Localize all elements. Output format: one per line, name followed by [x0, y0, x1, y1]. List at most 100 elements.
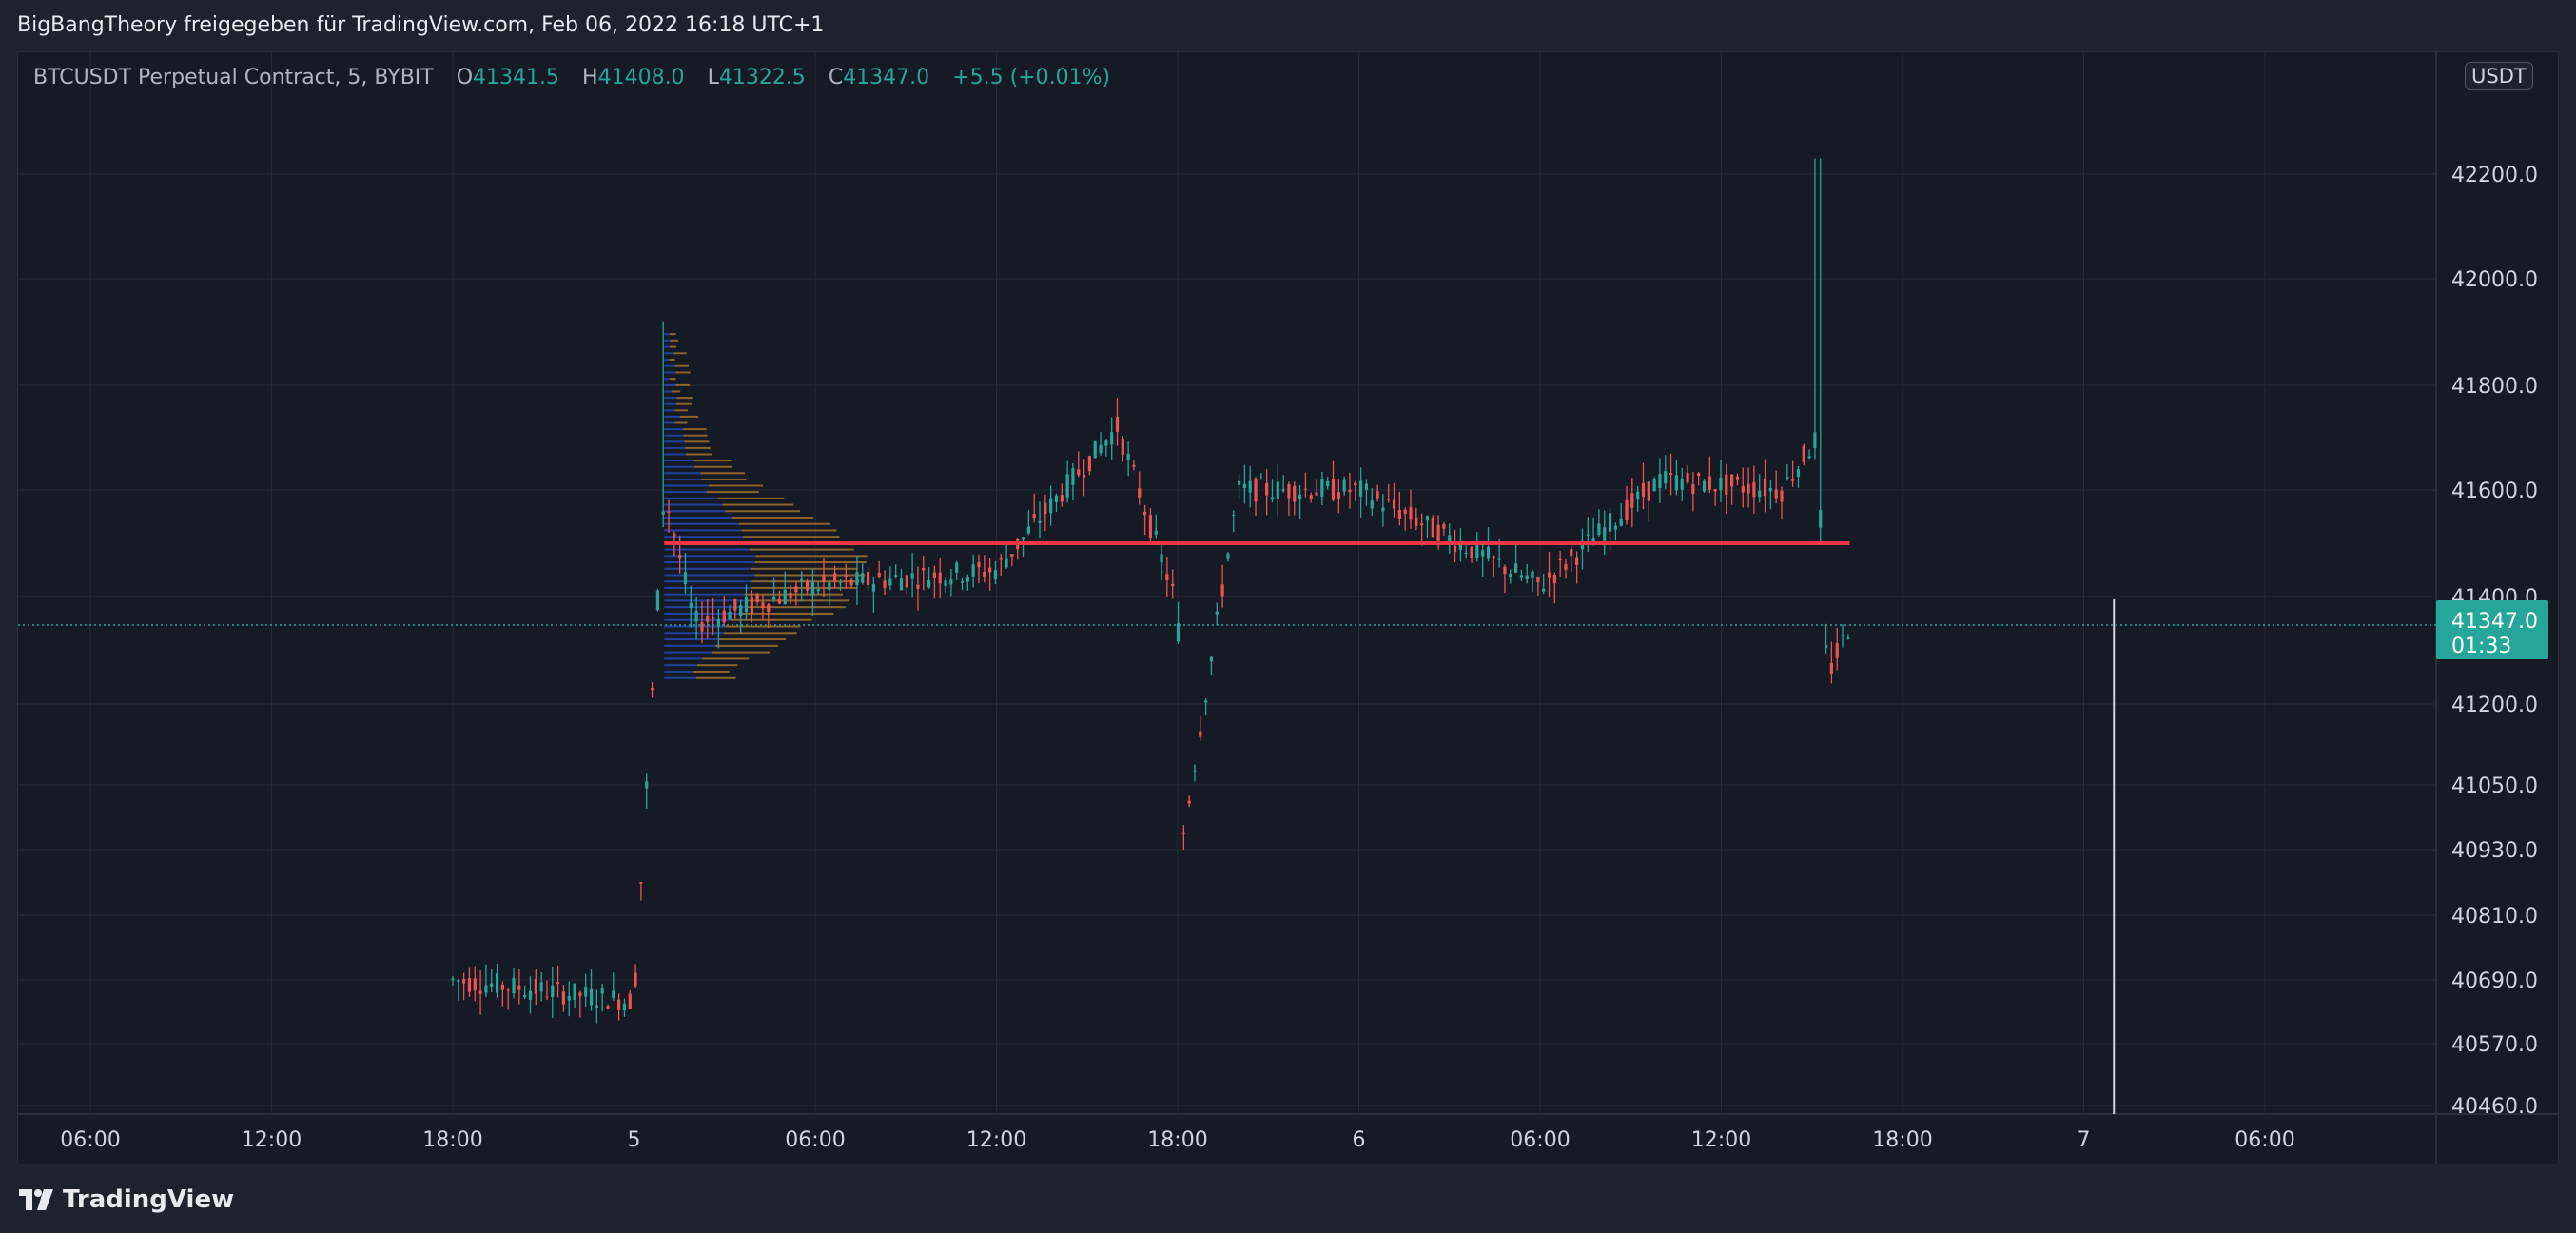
candle-body [849, 579, 853, 586]
candle-body [1835, 642, 1839, 658]
candle-body [622, 1003, 627, 1011]
currency-unit-button[interactable]: USDT [2465, 62, 2533, 90]
volume-profile-bar [685, 453, 712, 456]
volume-profile-bar [664, 352, 674, 355]
volume-profile-bar [664, 440, 685, 443]
candles [451, 158, 1850, 1024]
candle-body [694, 611, 698, 622]
candle-body [1281, 489, 1285, 491]
candle-body [1780, 490, 1784, 502]
volume-profile-bar [664, 561, 755, 564]
volume-profile-bar [750, 548, 854, 551]
candle-body [1796, 469, 1801, 477]
candle-body [1664, 471, 1668, 484]
candle-body [1093, 440, 1097, 459]
volume-profile-bar [674, 364, 690, 367]
volume-profile-bar [664, 664, 698, 667]
candle-body [1597, 523, 1601, 536]
candle-body [1531, 571, 1534, 578]
candle-body [800, 578, 804, 581]
price-chart[interactable]: 06:00 12:00 18:00 5 06:00 12:00 18:00 6 06:00 12:… [18, 52, 2558, 1164]
volume-profile-bar [745, 606, 846, 609]
x-tick-label: 18:00 [422, 1128, 482, 1152]
candle-body [1403, 509, 1407, 514]
candle-body [457, 980, 460, 983]
candle-body [634, 972, 637, 987]
volume-profile-bar [751, 567, 858, 570]
volume-profile-bar [664, 345, 670, 348]
volume-profile-bar [664, 390, 672, 393]
candle-body [988, 567, 992, 573]
x-tick-label: 7 [2078, 1128, 2091, 1152]
legend-change: +5.5 (+0.01%) [952, 66, 1111, 89]
y-tick-label: 42000.0 [2451, 268, 2538, 292]
tradingview-logo[interactable]: TradingView [17, 1185, 234, 1214]
candle-body [1464, 553, 1468, 555]
volume-profile-bar [717, 497, 785, 499]
chart-pane[interactable]: 06:00 12:00 18:00 5 06:00 12:00 18:00 6 06:00 12:… [17, 51, 2559, 1164]
candle-body [1647, 481, 1650, 501]
volume-profile-bar [664, 503, 723, 506]
volume-profile-bar [684, 440, 710, 443]
candle-body [1542, 588, 1546, 592]
candle-body [844, 575, 848, 577]
candle-body [1148, 515, 1153, 538]
candle-body [1315, 492, 1318, 496]
candle-body [645, 781, 649, 789]
candle-body [1082, 474, 1086, 478]
volume-profile-bar [724, 632, 797, 635]
volume-profile-bar [664, 333, 670, 336]
volume-profile-bar [664, 517, 732, 519]
candle-body [1181, 832, 1185, 834]
candle-body [578, 992, 582, 997]
candle-body [1747, 483, 1750, 494]
candle-body [1841, 635, 1844, 636]
candle-body [1204, 700, 1208, 703]
volume-profile-bar [706, 491, 759, 494]
candle-body [700, 622, 704, 632]
volume-profile-bar [664, 529, 742, 532]
candle-body [767, 604, 771, 613]
volume-profile-bar [740, 612, 834, 615]
candle-body [1497, 558, 1501, 560]
volume-profile-bar [755, 555, 868, 558]
candle-body [1331, 479, 1336, 500]
legend-open-label: O [456, 66, 474, 89]
candle-body [1276, 481, 1279, 499]
y-tick-label: 40460.0 [2451, 1095, 2538, 1119]
candle-body [1741, 486, 1745, 493]
candle-body [1719, 477, 1723, 491]
legend-low-value: 41322.5 [718, 66, 806, 89]
candle-body [1193, 770, 1197, 772]
x-tick-label: 06:00 [1510, 1128, 1570, 1152]
legend-symbol: BTCUSDT Perpetual Contract, 5, BYBIT [33, 66, 434, 89]
candle-body [1486, 546, 1491, 559]
volume-profile-bar [664, 676, 697, 679]
volume-profile-bar [718, 638, 787, 641]
candle-body [1846, 637, 1850, 639]
x-tick-label: 5 [628, 1128, 641, 1152]
volume-profile-bar [743, 536, 840, 538]
candle-body [1470, 546, 1473, 558]
y-tick-label: 41800.0 [2451, 375, 2538, 399]
candle-body [1425, 516, 1430, 521]
candle-body [755, 594, 759, 602]
volume-profile-bar [754, 574, 866, 577]
volume-profile-bar [664, 402, 677, 405]
candle-body [922, 567, 926, 571]
y-tick-label: 41200.0 [2451, 694, 2538, 717]
candle-body [777, 598, 782, 604]
volume-profile-bar [685, 446, 711, 449]
candle-body [1586, 534, 1590, 536]
candle-body [584, 987, 588, 997]
x-tick-label: 18:00 [1147, 1128, 1207, 1152]
candle-body [722, 610, 726, 623]
candle-body [650, 688, 654, 691]
current-price-label: 41347.001:33 [2436, 599, 2548, 659]
candle-body [1065, 474, 1069, 498]
candle-body [678, 555, 682, 559]
candle-body [1199, 731, 1202, 737]
candle-body [1525, 575, 1529, 580]
candle-body [1758, 490, 1762, 498]
volume-profile-bar [664, 657, 703, 660]
